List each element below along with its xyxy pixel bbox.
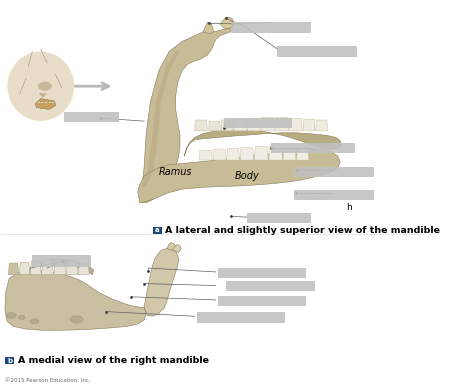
Bar (5, 357, 14, 364)
Polygon shape (247, 119, 260, 131)
Bar (64, 112, 119, 122)
Polygon shape (142, 50, 180, 187)
Polygon shape (38, 102, 40, 103)
Bar (224, 118, 292, 128)
Polygon shape (195, 120, 207, 131)
Bar (218, 296, 306, 306)
Polygon shape (303, 119, 315, 131)
Text: a: a (155, 227, 159, 233)
Polygon shape (213, 149, 226, 160)
Polygon shape (283, 147, 296, 160)
Polygon shape (172, 245, 181, 252)
Bar (230, 23, 310, 33)
Polygon shape (41, 102, 44, 103)
Text: b: b (7, 358, 12, 363)
Polygon shape (199, 150, 212, 160)
Polygon shape (316, 120, 328, 131)
Text: h: h (346, 203, 352, 212)
Ellipse shape (70, 316, 83, 323)
Polygon shape (28, 259, 93, 275)
Polygon shape (269, 146, 283, 160)
Bar (32, 255, 91, 267)
Polygon shape (140, 23, 235, 203)
Polygon shape (39, 93, 47, 98)
Polygon shape (138, 149, 340, 203)
Polygon shape (19, 262, 30, 275)
Polygon shape (52, 102, 54, 103)
Polygon shape (220, 17, 235, 29)
Bar (271, 143, 355, 153)
Bar (247, 213, 310, 223)
Bar (294, 190, 374, 200)
Polygon shape (48, 102, 51, 103)
Text: ©2015 Pearson Education, Inc.: ©2015 Pearson Education, Inc. (5, 377, 91, 382)
Polygon shape (54, 260, 65, 275)
Polygon shape (45, 102, 47, 103)
Polygon shape (167, 243, 175, 250)
Text: A medial view of the right mandible: A medial view of the right mandible (18, 356, 209, 365)
Polygon shape (78, 263, 89, 275)
Polygon shape (297, 148, 309, 160)
Polygon shape (290, 119, 302, 131)
Bar (294, 167, 374, 177)
Polygon shape (30, 261, 41, 275)
Ellipse shape (6, 313, 16, 318)
Bar (226, 281, 315, 291)
Ellipse shape (8, 52, 73, 120)
Polygon shape (66, 261, 78, 275)
Polygon shape (234, 119, 246, 131)
Polygon shape (184, 130, 341, 156)
Bar (153, 227, 162, 234)
Polygon shape (35, 99, 55, 110)
Bar (218, 268, 306, 278)
Polygon shape (221, 120, 233, 131)
Polygon shape (240, 147, 254, 160)
Text: A lateral and slightly superior view of the mandible: A lateral and slightly superior view of … (165, 226, 440, 235)
Bar (197, 312, 285, 323)
Polygon shape (255, 146, 268, 160)
Ellipse shape (39, 82, 51, 90)
Polygon shape (144, 249, 179, 316)
Bar (277, 46, 357, 57)
Polygon shape (203, 22, 214, 34)
Polygon shape (5, 271, 146, 330)
Polygon shape (261, 117, 274, 131)
Ellipse shape (30, 319, 39, 324)
Polygon shape (227, 148, 239, 160)
Polygon shape (209, 121, 220, 131)
Polygon shape (8, 263, 19, 275)
Polygon shape (275, 117, 289, 131)
Text: Body: Body (235, 171, 259, 181)
Polygon shape (42, 260, 54, 275)
Ellipse shape (18, 316, 25, 319)
Text: Ramus: Ramus (159, 167, 192, 177)
